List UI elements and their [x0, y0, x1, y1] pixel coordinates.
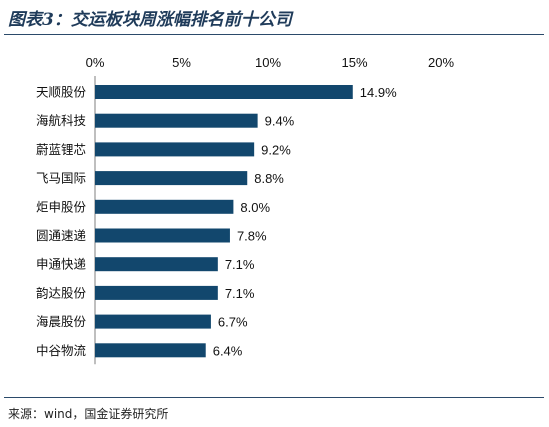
- category-label: 蔚蓝锂芯: [36, 142, 86, 157]
- category-label: 天顺股份: [36, 85, 87, 100]
- category-label: 申通快递: [36, 257, 87, 272]
- bar: [95, 343, 206, 358]
- x-tick-label: 10%: [255, 55, 281, 70]
- x-tick-label: 15%: [341, 55, 367, 70]
- category-label: 中谷物流: [36, 343, 87, 358]
- bar: [95, 113, 258, 128]
- value-label: 9.2%: [261, 142, 291, 157]
- value-label: 7.1%: [225, 286, 255, 301]
- value-label: 7.1%: [225, 257, 255, 272]
- bar: [95, 142, 255, 157]
- bar: [95, 228, 230, 243]
- bar: [95, 171, 248, 186]
- source-note: 来源：wind，国金证券研究所: [8, 407, 169, 421]
- x-tick-label: 0%: [86, 55, 105, 70]
- category-label: 海航科技: [36, 113, 87, 128]
- category-label: 圆通速递: [36, 228, 87, 243]
- bars: 天顺股份 14.9% 海航科技 9.4% 蔚蓝锂芯 9.2% 飞马国际 8.8% 炬申股份 8.0…: [36, 85, 397, 359]
- bar: [95, 285, 218, 300]
- x-tick-label: 20%: [428, 55, 454, 70]
- category-label: 飞马国际: [36, 171, 86, 186]
- bar: [95, 314, 211, 329]
- bar: [95, 199, 234, 214]
- value-label: 8.0%: [240, 200, 270, 215]
- category-label: 炬申股份: [36, 199, 87, 214]
- category-label: 韵达股份: [36, 285, 87, 300]
- value-label: 9.4%: [265, 114, 295, 129]
- value-label: 6.4%: [213, 343, 243, 358]
- bar: [95, 257, 218, 272]
- value-label: 6.7%: [218, 315, 248, 330]
- value-label: 8.8%: [254, 171, 284, 186]
- footer-divider: [4, 397, 544, 398]
- chart-title: 图表3：交运板块周涨幅排名前十公司: [8, 10, 292, 30]
- x-tick-label: 5%: [172, 55, 191, 70]
- value-label: 7.8%: [237, 229, 267, 244]
- bar: [95, 85, 353, 99]
- value-label: 14.9%: [360, 85, 397, 100]
- title-divider: [4, 34, 544, 35]
- category-label: 海晨股份: [36, 314, 87, 329]
